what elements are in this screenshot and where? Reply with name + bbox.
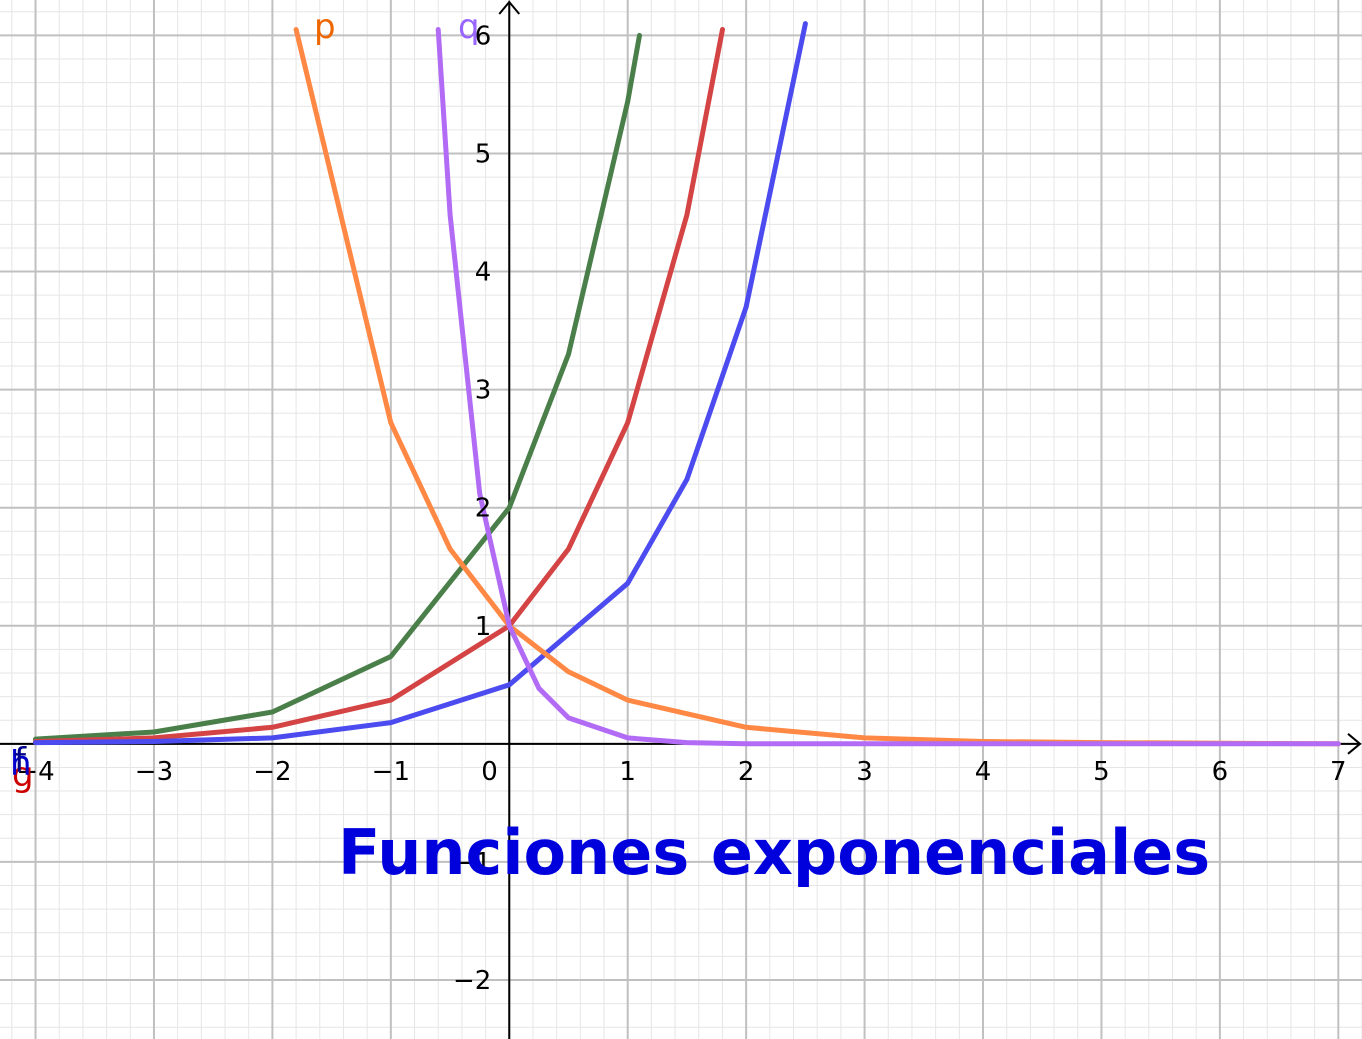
y-tick-label: 2	[475, 494, 492, 524]
y-tick-label: −1	[453, 848, 491, 878]
x-tick-label: 1	[619, 757, 636, 787]
x-tick-label: 2	[738, 757, 755, 787]
label-g: g	[12, 755, 34, 795]
series-q-line	[435, 27, 1341, 747]
label-p: p	[314, 7, 336, 47]
y-tick-label: 5	[475, 139, 492, 169]
x-tick-label: 0	[481, 757, 498, 787]
x-tick-label: −4	[16, 757, 54, 787]
y-tick-label: 3	[475, 376, 492, 406]
y-tick-label: −2	[453, 966, 491, 996]
x-tick-label: 5	[1093, 757, 1110, 787]
label-q: q	[458, 7, 480, 47]
y-tick-label: 4	[475, 258, 492, 288]
label-f: f	[14, 741, 27, 781]
label-h: h	[10, 744, 32, 784]
curves	[33, 21, 1341, 747]
x-tick-label: 7	[1330, 757, 1347, 787]
x-axis-arrow	[1347, 733, 1362, 755]
tick-labels: −4 −3 −2 −1 0 1 2 3 4 5 6 7 −2 −1 1 2 3 4 5 6	[16, 21, 1346, 996]
x-tick-label: −2	[253, 757, 291, 787]
x-tick-label: −1	[372, 757, 410, 787]
y-tick-label: 1	[475, 612, 492, 642]
y-axis-arrow	[498, 0, 521, 15]
x-tick-label: 6	[1212, 757, 1229, 787]
series-h-line	[33, 21, 808, 746]
x-tick-label: −3	[135, 757, 173, 787]
chart-title: Funciones exponenciales	[338, 816, 1210, 889]
x-tick-label: 3	[856, 757, 873, 787]
y-tick-label: 6	[475, 21, 492, 51]
series-f-line	[33, 32, 642, 742]
x-tick-label: 4	[975, 757, 992, 787]
